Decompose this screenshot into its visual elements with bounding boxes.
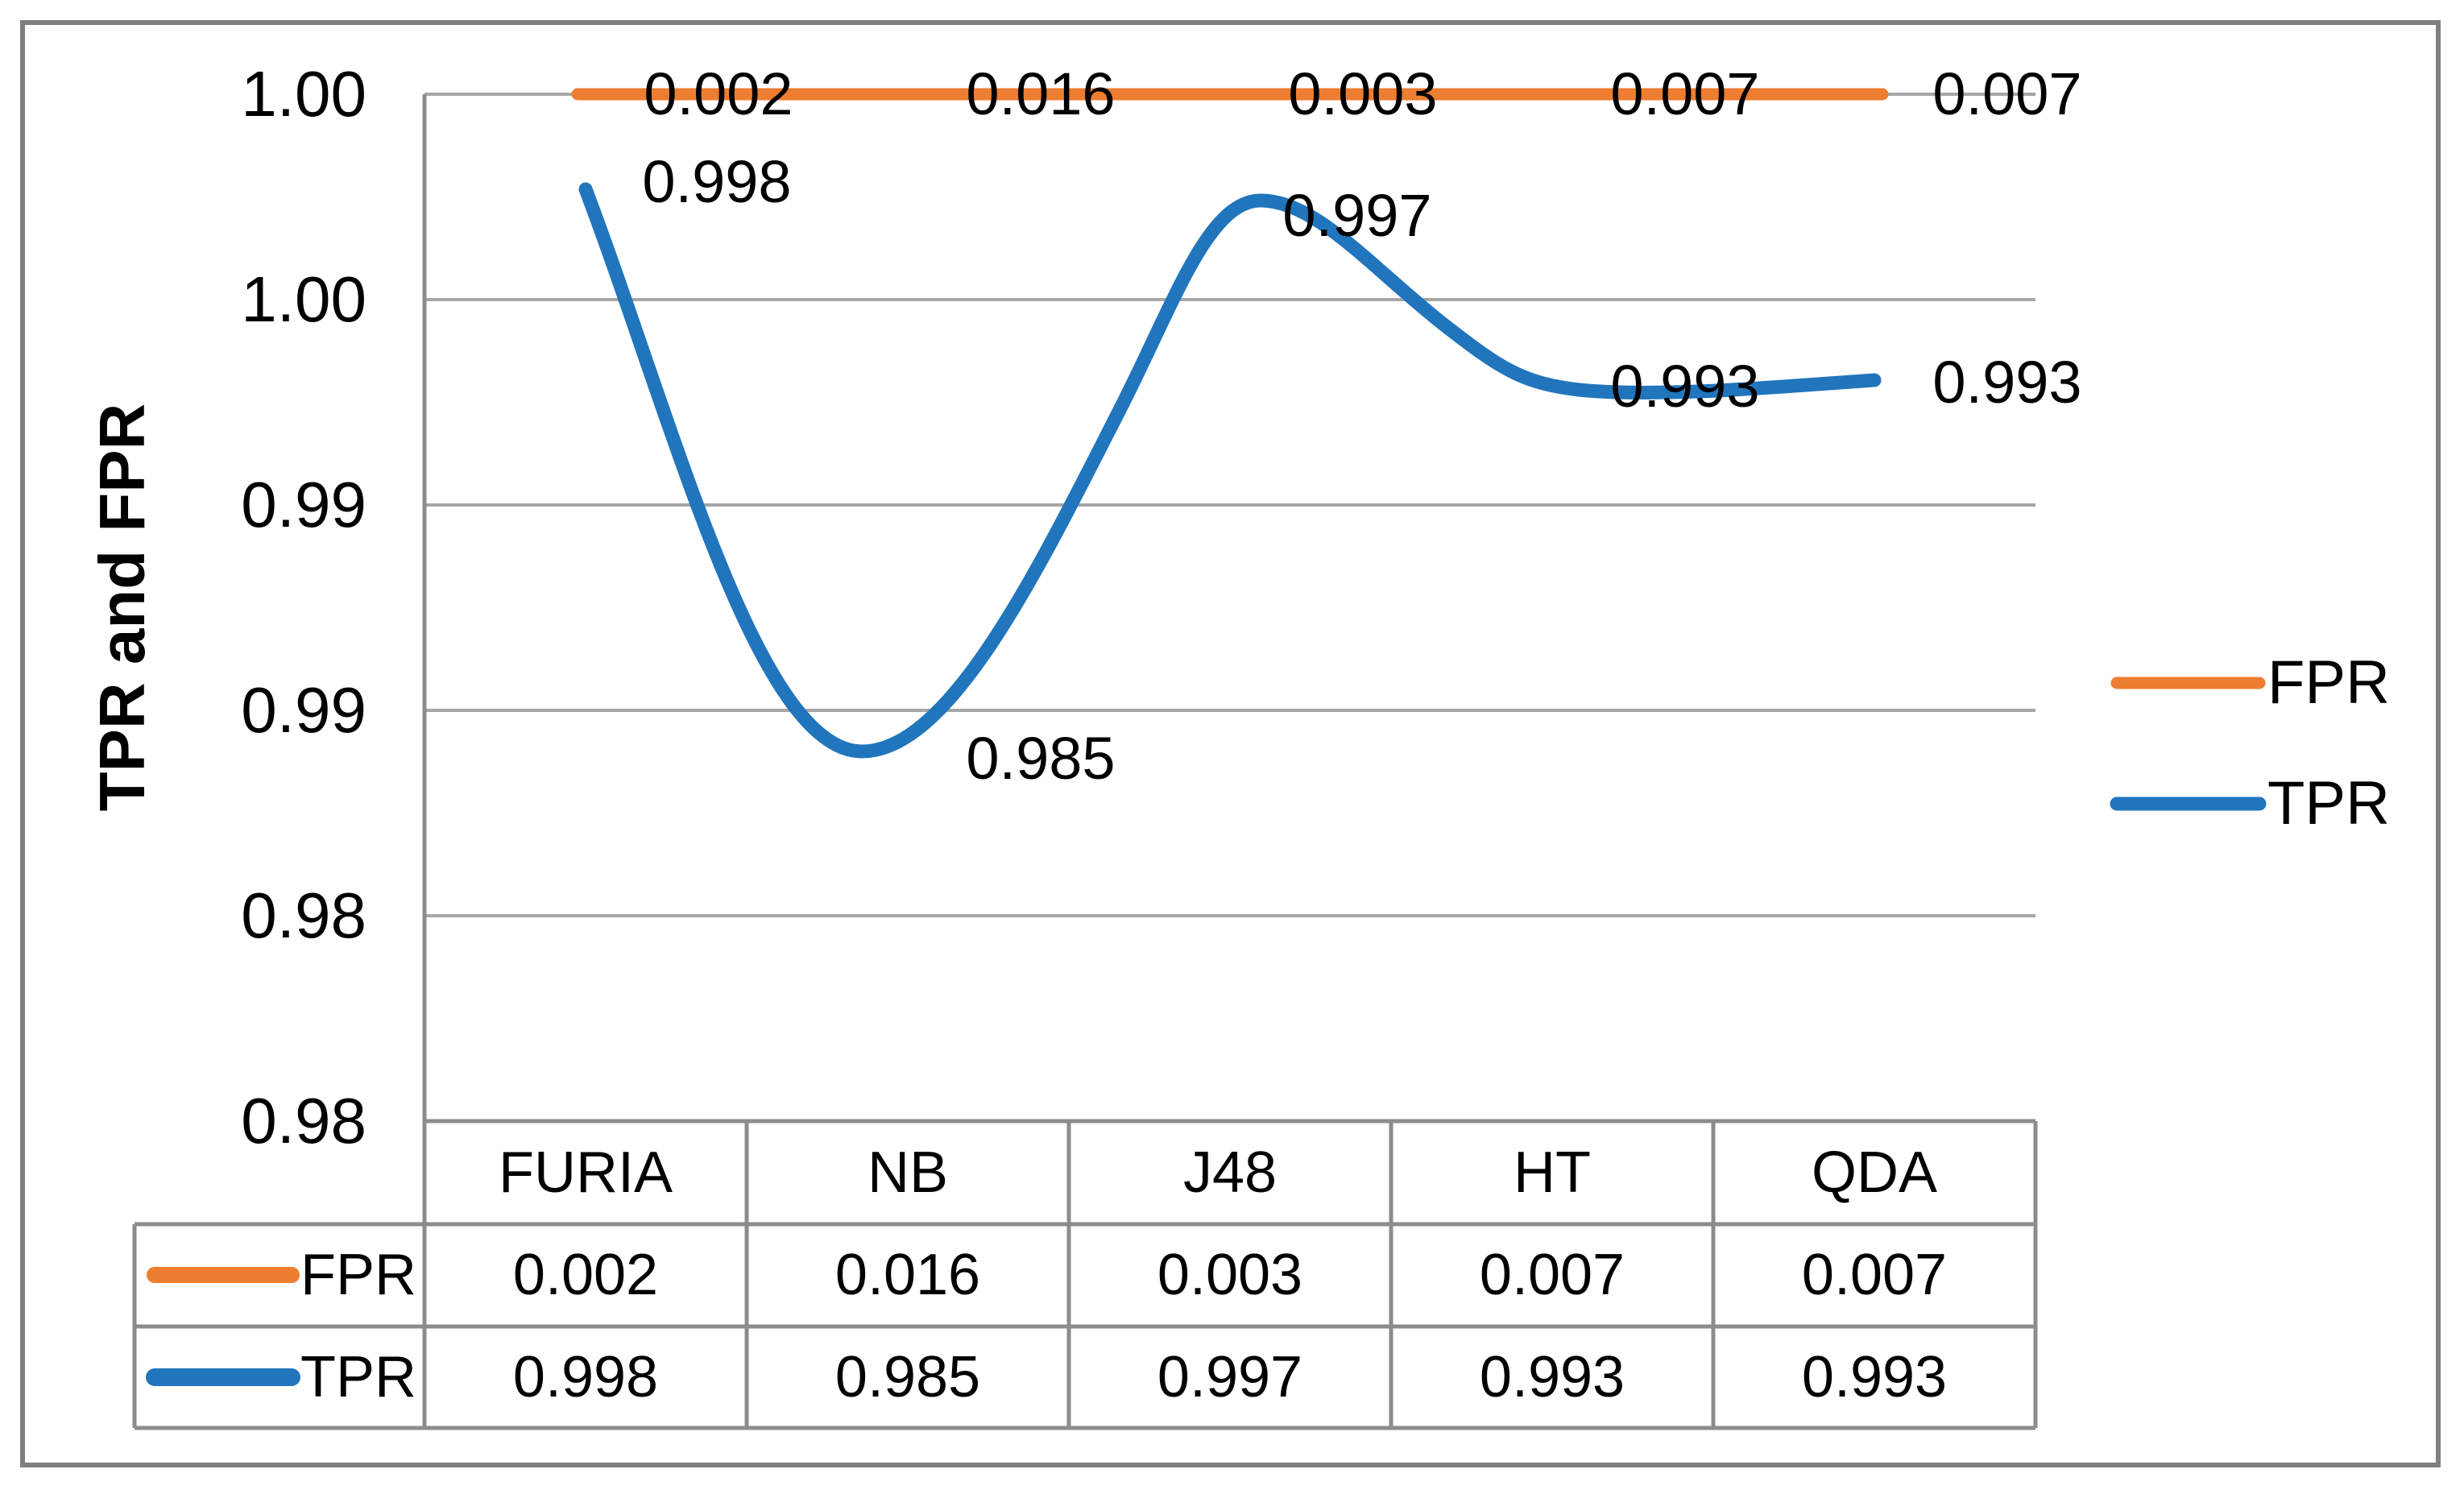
table-cell-fpr: 0.016	[834, 1243, 981, 1307]
legend-item-fpr: FPR	[2267, 648, 2390, 717]
y-tick-label: 1.00	[241, 263, 366, 335]
legend-item-tpr: TPR	[2267, 769, 2390, 838]
tpr-data-label: 0.997	[1282, 182, 1432, 249]
fpr-data-label: 0.002	[644, 60, 793, 127]
table-rowkey-tpr: TPR	[300, 1345, 416, 1409]
table-cell-fpr: 0.007	[1801, 1243, 1948, 1307]
tpr-data-label: 0.985	[966, 725, 1116, 792]
fpr-data-label: 0.003	[1288, 60, 1438, 127]
y-tick-label: 0.98	[241, 1085, 366, 1157]
y-tick-label: 0.99	[241, 469, 366, 540]
table-header-j48: J48	[1182, 1140, 1278, 1205]
table-header-nb: NB	[867, 1140, 949, 1205]
figure-border	[20, 20, 2441, 1467]
table-cell-tpr: 0.997	[1157, 1345, 1303, 1409]
table-header-qda: QDA	[1811, 1140, 1938, 1205]
fpr-data-label: 0.007	[1610, 60, 1760, 127]
fpr-data-label: 0.016	[966, 60, 1116, 127]
table-header-furia: FURIA	[499, 1140, 673, 1205]
table-header-ht: HT	[1514, 1140, 1591, 1205]
table-cell-tpr: 0.998	[512, 1345, 659, 1409]
fpr-data-label: 0.007	[1932, 60, 2082, 127]
table-cell-fpr: 0.003	[1157, 1243, 1303, 1307]
y-tick-label: 0.98	[241, 879, 366, 951]
table-cell-tpr: 0.993	[1801, 1345, 1948, 1409]
tpr-series-line	[578, 182, 1882, 759]
data-table-borders	[132, 1119, 2038, 1430]
tpr-data-label: 0.993	[1610, 353, 1760, 420]
table-cell-tpr: 0.985	[834, 1345, 981, 1409]
table-rowkey-fpr: FPR	[300, 1243, 416, 1307]
y-tick-label: 0.99	[241, 674, 366, 746]
tpr-data-label: 0.993	[1932, 349, 2082, 416]
table-cell-tpr: 0.993	[1479, 1345, 1625, 1409]
y-tick-label: 1.00	[241, 58, 366, 130]
tpr-data-label: 0.998	[642, 148, 792, 215]
y-axis-title: TPR and FPR	[86, 403, 158, 812]
table-cell-fpr: 0.007	[1479, 1243, 1625, 1307]
table-cell-fpr: 0.002	[512, 1243, 659, 1307]
